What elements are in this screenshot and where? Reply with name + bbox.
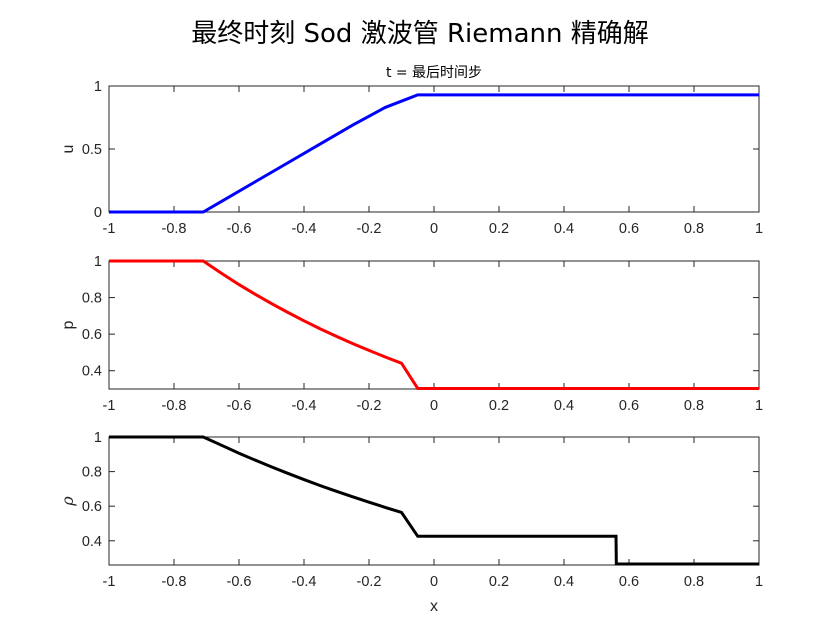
y-tick-label: 0.4 [82,364,102,380]
pressure-panel: -1 -0.8 -0.6 -0.4 -0.2 0 0.2 0.4 0.6 0.8 1 0.4 0.6 0.… [60,254,763,414]
y-axis-label: u [60,145,77,154]
x-tick-label: -0.6 [227,574,252,590]
y-tick-label: 1 [94,254,102,270]
y-tick-label: 0.4 [82,534,102,550]
x-tick-label: -0.8 [162,574,187,590]
y-tick-label: 1 [94,430,102,446]
x-tick-label: 0.4 [554,221,574,237]
x-tick-label: 1 [755,221,763,237]
x-tick-label: 0.6 [619,221,639,237]
x-tick-label: -0.6 [227,221,252,237]
x-tick-label: 1 [755,398,763,414]
x-tick-label: 0.8 [684,221,704,237]
x-tick-label: -1 [103,574,116,590]
x-tick-label: -0.6 [227,398,252,414]
y-tick-label: 0.6 [82,327,102,343]
series-line-u [109,93,759,214]
x-tick-label: 0 [430,221,438,237]
density-panel: -1 -0.8 -0.6 -0.4 -0.2 0 0.2 0.4 0.6 0.8 1 0.4 0.6 0.… [58,430,763,590]
x-tick-label: -0.4 [292,574,317,590]
y-tick-label: 0.5 [82,142,102,158]
y-tick-label: 0 [94,205,102,221]
velocity-panel: -1 -0.8 -0.6 -0.4 -0.2 0 0.2 0.4 0.6 0.8 1 0 0.5 1 u [60,79,763,237]
chart-subtitle: t = 最后时间步 [386,65,482,81]
series-line-rho [109,435,759,566]
figure-title: 最终时刻 Sod 激波管 Riemann 精确解 [191,19,648,49]
x-tick-label: -0.2 [357,221,382,237]
y-tick-label: 1 [94,79,102,95]
x-tick-label: 0.2 [489,221,509,237]
series-line-p [109,259,759,390]
x-tick-label: -0.2 [357,398,382,414]
x-tick-label: -0.4 [292,221,317,237]
y-tick-label: 0.8 [82,465,102,481]
x-tick-label: -0.2 [357,574,382,590]
x-tick-label: 0.2 [489,398,509,414]
x-axis-label: x [430,598,438,615]
x-tick-label: 1 [755,574,763,590]
x-tick-label: 0 [430,398,438,414]
axes-box [108,260,760,390]
x-tick-label: -0.8 [162,398,187,414]
x-tick-label: 0.2 [489,574,509,590]
x-tick-label: 0 [430,574,438,590]
axes-box [108,85,760,213]
axes-box [108,436,760,566]
x-tick-label: 0.6 [619,574,639,590]
x-tick-label: -0.8 [162,221,187,237]
x-tick-label: -1 [103,221,116,237]
x-tick-label: 0.4 [554,574,574,590]
x-tick-label: -0.4 [292,398,317,414]
x-tick-label: -1 [103,398,116,414]
x-tick-label: 0.8 [684,398,704,414]
x-tick-label: 0.8 [684,574,704,590]
y-axis-label: p [60,320,77,329]
y-axis-label: ρ [58,496,77,507]
y-tick-label: 0.8 [82,291,102,307]
x-tick-label: 0.4 [554,398,574,414]
x-tick-label: 0.6 [619,398,639,414]
y-tick-label: 0.6 [82,499,102,515]
